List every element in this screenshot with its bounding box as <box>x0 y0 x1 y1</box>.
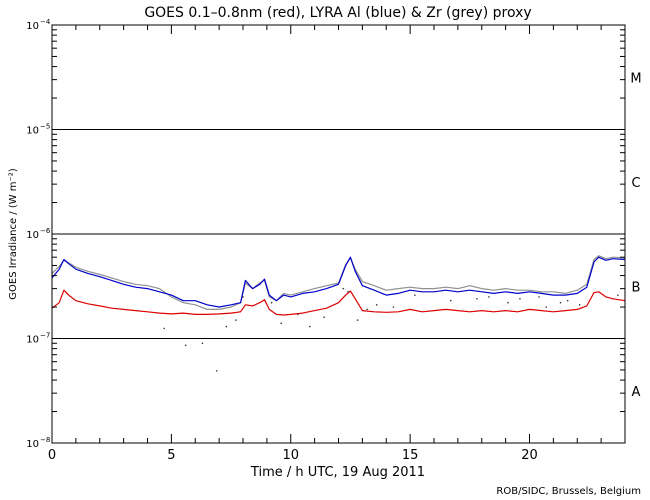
scatter-points <box>163 287 619 372</box>
scatter-point <box>347 290 349 293</box>
y-axis: 10−810−710−610−510−4 <box>26 18 625 450</box>
flare-class-label: C <box>631 176 640 191</box>
scatter-point <box>184 344 187 347</box>
x-tick-label: 0 <box>48 448 56 463</box>
scatter-point <box>366 308 368 311</box>
scatter-point <box>242 296 244 298</box>
y-tick-label: 10 <box>26 126 39 137</box>
scatter-point <box>414 294 416 296</box>
y-axis-label: GOES Irradiance / (W m⁻²) <box>8 168 19 300</box>
flare-class-label: M <box>630 71 641 86</box>
scatter-point <box>519 297 521 300</box>
series-layer <box>51 255 626 316</box>
x-tick-label: 15 <box>402 448 419 463</box>
y-tick-label: 10 <box>26 439 39 450</box>
scatter-point <box>559 301 562 304</box>
y-tick-label: 10 <box>26 21 39 32</box>
y-tick-label: 10 <box>26 335 39 346</box>
series-line-goes-0-1-0-8nm <box>51 289 626 316</box>
flare-class-lines <box>52 129 625 339</box>
x-axis-label: Time / h UTC, 19 Aug 2011 <box>250 465 425 480</box>
y-tick-exponent: −5 <box>40 123 50 131</box>
y-tick-label: 10 <box>26 230 39 241</box>
flare-class-label: A <box>632 385 641 400</box>
y-tick-exponent: −6 <box>40 227 51 235</box>
scatter-point <box>309 325 311 328</box>
y-tick-exponent: −7 <box>40 332 50 340</box>
y-tick-exponent: −8 <box>40 436 50 444</box>
scatter-point <box>297 313 299 316</box>
scatter-point <box>375 304 378 306</box>
scatter-point <box>323 316 325 318</box>
scatter-point <box>235 319 237 321</box>
scatter-point <box>507 301 509 304</box>
scatter-point <box>449 299 452 302</box>
x-tick-label: 10 <box>282 448 299 463</box>
flare-class-labels: A B C M <box>630 71 641 400</box>
x-tick-label: 5 <box>167 448 175 463</box>
x-axis: 0 5 10 15 20 <box>48 25 626 463</box>
scatter-point <box>356 319 359 321</box>
scatter-point <box>545 306 548 308</box>
series-line-zr <box>51 255 626 310</box>
flare-class-label: B <box>632 280 641 295</box>
y-tick-exponent: −4 <box>40 18 51 26</box>
scatter-point <box>163 327 166 330</box>
x-tick-label: 20 <box>521 448 538 463</box>
scatter-point <box>538 296 540 298</box>
scatter-point <box>270 301 273 304</box>
scatter-point <box>201 342 204 345</box>
series-line-lyra-al <box>51 256 626 308</box>
scatter-point <box>225 325 228 328</box>
scatter-point <box>392 306 395 308</box>
scatter-point <box>617 294 619 296</box>
scatter-point <box>476 297 478 300</box>
scatter-point <box>566 299 569 302</box>
scatter-point <box>215 370 218 372</box>
scatter-point <box>488 296 490 298</box>
chart-title: GOES 0.1–0.8nm (red), LYRA Al (blue) & Z… <box>144 5 531 21</box>
scatter-point <box>578 304 581 306</box>
scatter-point <box>280 322 283 325</box>
scatter-point <box>342 287 345 290</box>
credit-text: ROB/SIDC, Brussels, Belgium <box>496 486 641 497</box>
